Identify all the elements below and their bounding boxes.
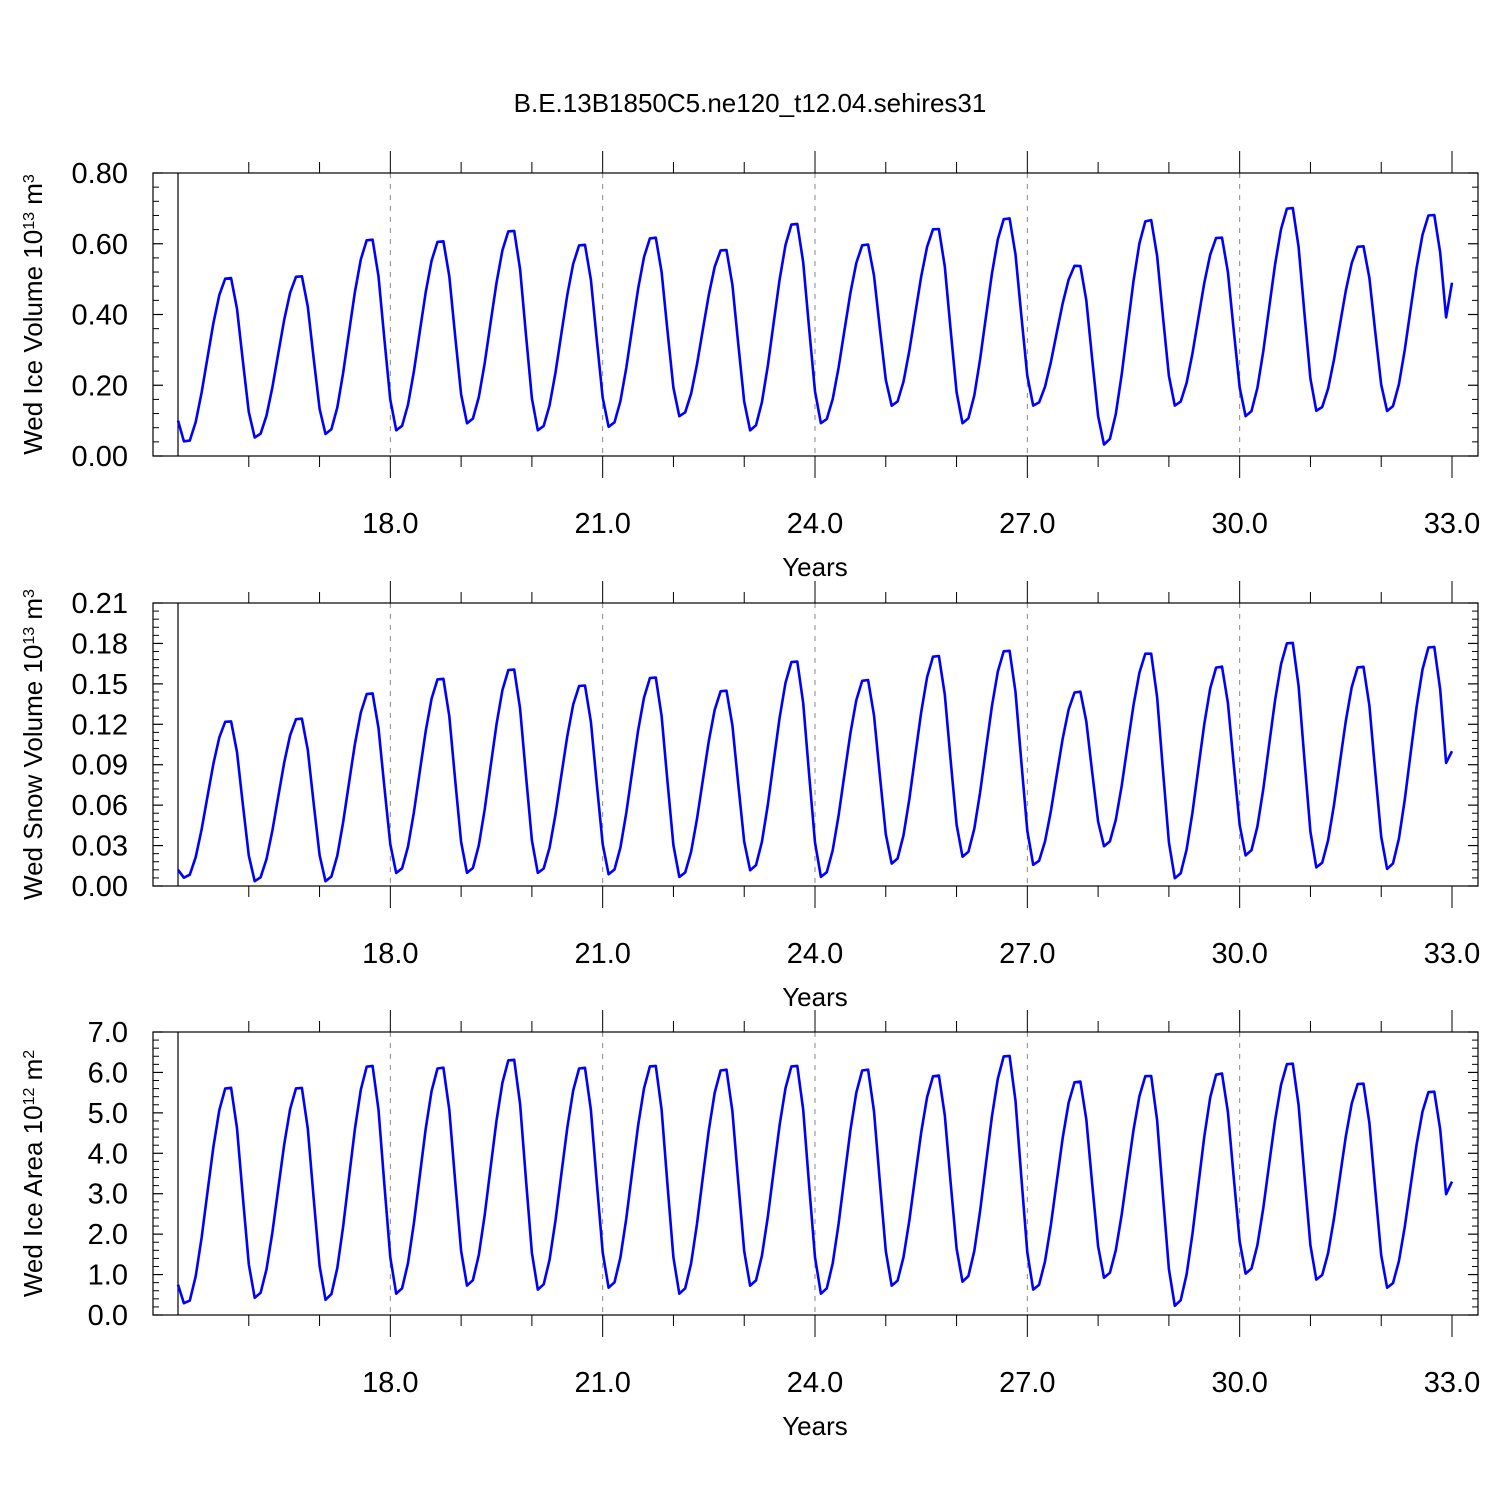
- y-tick-label: 0.12: [72, 709, 128, 741]
- y-axis-label: Wed Snow Volume 1013 m3: [18, 589, 48, 900]
- x-tick-label: 27.0: [999, 508, 1055, 540]
- y-tick-label: 3.0: [88, 1179, 128, 1211]
- chart-panel-3: 0.0 1.0 2.0 3.0 4.0 5.0 6.0 7.0 18.0 21.0 24.0 27.0…: [18, 1010, 1480, 1441]
- y-tick-label: 7.0: [88, 1017, 128, 1049]
- chart-title: B.E.13B1850C5.ne120_t12.04.sehires31: [514, 88, 987, 118]
- x-tick-label: 33.0: [1424, 1367, 1480, 1399]
- chart-panel-1: 0.00 0.20 0.40 0.60 0.80 18.0 21.0 24.0 27.0 30.0…: [18, 151, 1480, 582]
- y-tick-label: 1.0: [88, 1260, 128, 1292]
- y-tick-label: 0.21: [72, 588, 128, 620]
- y-tick-label: 0.00: [72, 441, 128, 473]
- x-tick-label: 21.0: [574, 508, 630, 540]
- x-tick-label: 33.0: [1424, 508, 1480, 540]
- y-tick-label: 6.0: [88, 1057, 128, 1089]
- y-tick-label: 0.09: [72, 750, 128, 782]
- x-tick-label: 33.0: [1424, 938, 1480, 970]
- y-tick-label: 0.15: [72, 669, 128, 701]
- x-axis-label: Years: [782, 982, 848, 1012]
- x-tick-label: 18.0: [362, 938, 418, 970]
- chart-panel-2: 0.00 0.03 0.06 0.09 0.12 0.15 0.18 0.21 18.0 21.0…: [18, 581, 1480, 1012]
- x-axis-label: Years: [782, 1411, 848, 1441]
- y-axis-label: Wed Ice Volume 1013 m3: [18, 174, 48, 455]
- y-tick-label: 0.00: [72, 871, 128, 903]
- series-line-1: [176, 641, 1454, 883]
- y-axis-label: Wed Ice Area 1012 m2: [18, 1050, 48, 1297]
- x-tick-label: 21.0: [574, 1367, 630, 1399]
- x-tick-label: 30.0: [1211, 938, 1267, 970]
- y-tick-label: 0.06: [72, 790, 128, 822]
- y-tick-label: 4.0: [88, 1138, 128, 1170]
- x-tick-label: 24.0: [787, 1367, 843, 1399]
- series-line-1: [176, 1054, 1454, 1308]
- y-tick-label: 0.0: [88, 1300, 128, 1332]
- plot-frame: [152, 1031, 1479, 1316]
- y-tick-label: 0.80: [72, 158, 128, 190]
- y-tick-label: 0.03: [72, 831, 128, 863]
- y-tick-label: 2.0: [88, 1219, 128, 1251]
- x-axis-label: Years: [782, 552, 848, 582]
- x-tick-label: 27.0: [999, 1367, 1055, 1399]
- y-tick-label: 5.0: [88, 1098, 128, 1130]
- series-line-1: [176, 206, 1454, 446]
- x-tick-label: 21.0: [574, 938, 630, 970]
- x-tick-label: 24.0: [787, 938, 843, 970]
- x-tick-label: 18.0: [362, 1367, 418, 1399]
- y-tick-label: 0.40: [72, 300, 128, 332]
- x-tick-label: 30.0: [1211, 508, 1267, 540]
- x-tick-label: 27.0: [999, 938, 1055, 970]
- y-tick-label: 0.20: [72, 370, 128, 402]
- x-tick-label: 30.0: [1211, 1367, 1267, 1399]
- y-tick-label: 0.60: [72, 229, 128, 261]
- y-tick-label: 0.18: [72, 628, 128, 660]
- x-tick-label: 24.0: [787, 508, 843, 540]
- x-tick-label: 18.0: [362, 508, 418, 540]
